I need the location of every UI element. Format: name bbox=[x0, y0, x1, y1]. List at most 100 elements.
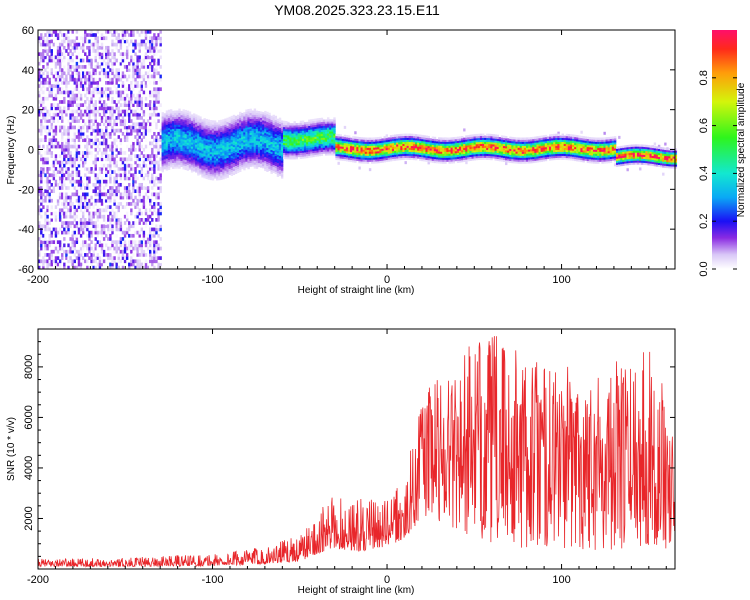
spectrogram-cell-1884 bbox=[132, 253, 135, 257]
spectrogram-cell-2659 bbox=[174, 130, 177, 133]
spectrogram-cell-4880 bbox=[373, 143, 376, 146]
spectrogram-cell-2432 bbox=[159, 246, 162, 251]
spectrogram-cell-4810 bbox=[362, 151, 365, 154]
spectrogram-cell-3261 bbox=[218, 173, 221, 177]
spectrogram-cell-967 bbox=[86, 253, 89, 257]
spectrogram-cell-4367 bbox=[303, 126, 307, 129]
spectrogram-cell-1428 bbox=[107, 52, 110, 56]
spectrogram-cell-3725 bbox=[249, 118, 252, 122]
spectrogram-cell-4612 bbox=[331, 119, 334, 122]
spectrogram-cell-4894 bbox=[375, 141, 378, 144]
spectrogram-cell-3833 bbox=[257, 134, 261, 138]
spectrogram-cell-2875 bbox=[188, 111, 192, 114]
spectrogram-cell-4778 bbox=[358, 166, 361, 170]
spectrogram-cell-3631 bbox=[243, 134, 246, 137]
spectrogram-cell-3190 bbox=[211, 140, 215, 143]
spectrogram-cell-2378 bbox=[155, 65, 158, 69]
spectrogram-cell-1276 bbox=[100, 176, 104, 181]
spectrogram-cell-3175 bbox=[211, 170, 215, 173]
spectrogram-cell-775 bbox=[75, 167, 79, 171]
spectrogram-cell-3884 bbox=[262, 145, 265, 149]
spectrogram-cell-2673 bbox=[176, 160, 179, 163]
spectrogram-cell-4068 bbox=[274, 133, 278, 137]
spectrogram-cell-961 bbox=[84, 39, 87, 44]
spectrogram-cell-2827 bbox=[186, 148, 190, 151]
spectrogram-cell-3861 bbox=[259, 135, 263, 138]
spectrogram-cell-3360 bbox=[224, 154, 227, 157]
spectrogram-cell-4909 bbox=[377, 138, 380, 142]
spectrogram-cell-4221 bbox=[287, 123, 290, 126]
spectrogram-cell-4591 bbox=[329, 125, 332, 128]
spectrogram-cell-3286 bbox=[218, 124, 221, 127]
spectrogram-cell-4807 bbox=[362, 157, 365, 160]
spectrogram-cell-68 bbox=[40, 128, 43, 133]
spectrogram-cell-87 bbox=[42, 265, 45, 270]
spectrogram-cell-3410 bbox=[228, 170, 231, 173]
spectrogram-cell-386 bbox=[56, 170, 60, 174]
spectrogram-cell-1726 bbox=[123, 240, 127, 245]
spectrogram-cell-750 bbox=[73, 80, 76, 85]
spectrogram-cell-1745 bbox=[123, 122, 127, 127]
spectrogram-cell-2794 bbox=[184, 153, 187, 157]
spectrogram-cell-1305 bbox=[100, 42, 104, 47]
spectrogram-cell-156 bbox=[44, 96, 47, 101]
spectrogram-cell-3909 bbox=[264, 154, 267, 158]
spectrogram-cell-4399 bbox=[308, 133, 311, 136]
spectrogram-cell-3663 bbox=[245, 125, 248, 128]
spectrogram-cell-3096 bbox=[205, 146, 208, 150]
spectrogram-cell-4448 bbox=[314, 148, 317, 151]
spectrogram-cell-1930 bbox=[134, 230, 137, 235]
spectrogram-cell-3545 bbox=[236, 134, 240, 138]
spectrogram-cell-3281 bbox=[218, 134, 221, 137]
spectrogram-cell-1176 bbox=[94, 55, 97, 60]
spectrogram-cell-2784 bbox=[182, 113, 185, 116]
spectrogram-cell-40 bbox=[38, 39, 41, 44]
spectrogram-cell-873 bbox=[79, 80, 83, 85]
spectrogram-cell-3912 bbox=[264, 148, 267, 152]
spectrogram-cell-2620 bbox=[172, 150, 175, 153]
spectrogram-cell-2668 bbox=[174, 112, 177, 115]
spectrogram-cell-1089 bbox=[90, 74, 93, 79]
spectrogram-cell-2195 bbox=[146, 106, 150, 111]
spectrogram-cell-436 bbox=[58, 90, 62, 95]
spectrogram-cell-1091 bbox=[90, 61, 93, 66]
spectrogram-cell-1184 bbox=[96, 256, 100, 260]
spectrogram-cell-275 bbox=[50, 173, 53, 178]
spectrogram-cell-2530 bbox=[165, 154, 169, 157]
spectrogram-cell-1708 bbox=[121, 90, 125, 95]
spectrogram-cell-4813 bbox=[362, 145, 365, 148]
spectrogram-cell-2258 bbox=[151, 240, 154, 245]
spectrogram-cell-2349 bbox=[155, 227, 158, 232]
spectrogram-cell-4312 bbox=[297, 122, 301, 126]
spectrogram-cell-2439 bbox=[159, 205, 162, 209]
spectrogram-cell-369 bbox=[54, 65, 58, 69]
spectrogram-cell-311 bbox=[52, 173, 56, 178]
spectrogram-cell-140 bbox=[44, 198, 47, 203]
spectrogram-cell-2695 bbox=[176, 116, 179, 119]
spectrogram-cell-1067 bbox=[90, 202, 93, 206]
spectrogram-cell-1969 bbox=[136, 262, 139, 267]
spectrogram-cell-3192 bbox=[211, 136, 215, 139]
spectrogram-cell-2244 bbox=[149, 65, 152, 69]
spectrogram-cell-907 bbox=[81, 128, 85, 133]
spectrogram-cell-1190 bbox=[96, 224, 100, 229]
spectrogram-cell-1552 bbox=[113, 119, 116, 123]
spectrogram-cell-2126 bbox=[142, 109, 146, 114]
spectrogram-cell-3600 bbox=[241, 138, 244, 142]
spectrogram-cell-1899 bbox=[132, 147, 135, 152]
spectrogram-cell-2497 bbox=[163, 163, 167, 166]
spectrogram-cell-1021 bbox=[88, 179, 91, 184]
spectrogram-cell-2545 bbox=[165, 124, 169, 127]
spectrogram-cell-889 bbox=[81, 221, 85, 225]
spectrogram-cell-2328 bbox=[153, 80, 156, 85]
spectrogram-cell-1334 bbox=[102, 119, 106, 123]
spectrogram-cell-4559 bbox=[327, 151, 330, 154]
spectrogram-cell-1711 bbox=[121, 74, 125, 79]
spectrogram-cell-4929 bbox=[381, 152, 384, 155]
spectrogram-cell-2450 bbox=[159, 135, 162, 139]
spectrogram-cell-2758 bbox=[182, 165, 185, 168]
spectrogram-cell-3133 bbox=[207, 133, 211, 136]
spectrogram-cell-315 bbox=[52, 144, 56, 149]
spectrogram-cell-1246 bbox=[98, 141, 102, 146]
spectrogram-cell-1273 bbox=[100, 202, 104, 206]
